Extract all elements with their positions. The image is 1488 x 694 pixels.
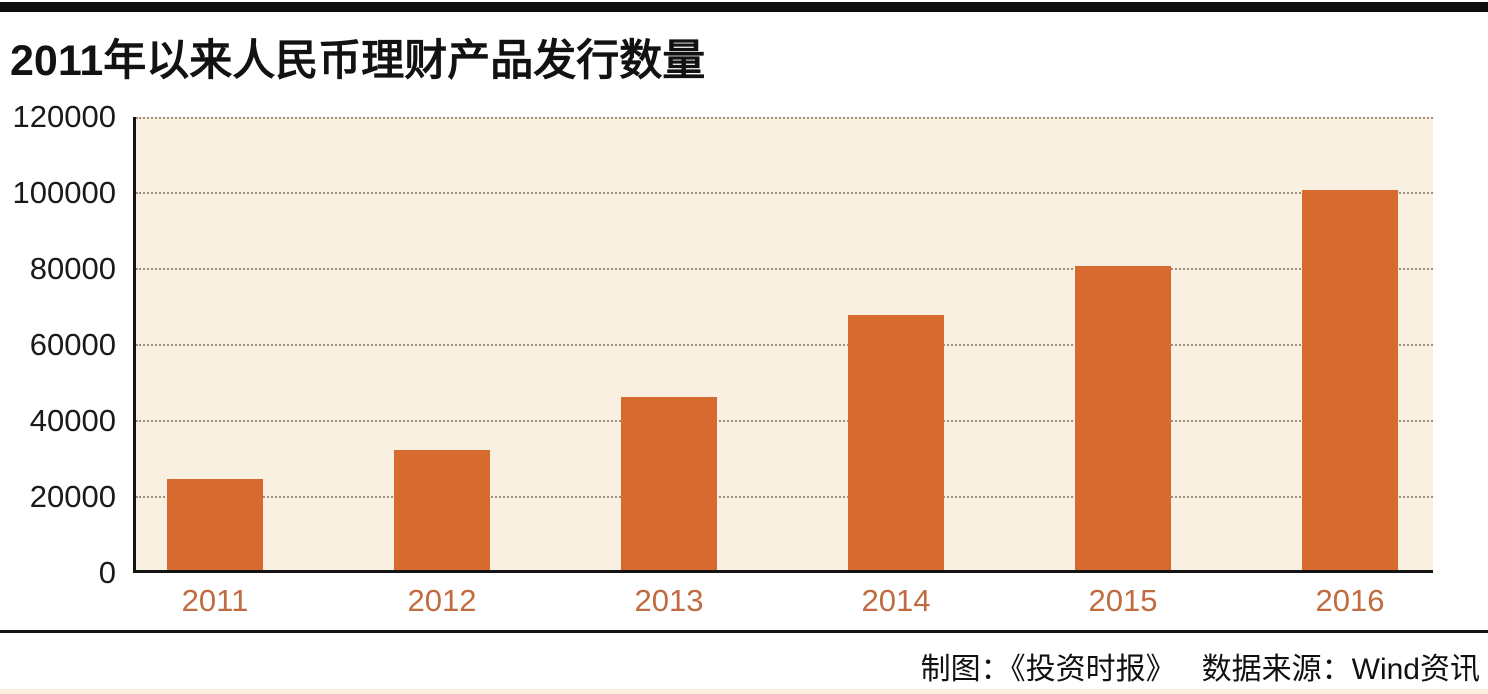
y-tick-label-0: 0 [98,555,116,590]
gridline-100000 [136,192,1433,194]
x-tick-label-2014: 2014 [861,583,931,618]
plot-area [133,117,1433,573]
gridline-40000 [136,420,1433,422]
bar-2015 [1075,266,1171,570]
top-accent-bar [0,2,1488,12]
gridline-120000 [136,117,1433,119]
bar-2011 [167,479,263,570]
chart-title: 2011年以来人民币理财产品发行数量 [10,37,706,85]
x-tick-label-2015: 2015 [1088,583,1158,618]
x-tick-label-2012: 2012 [407,583,477,618]
gridline-20000 [136,496,1433,498]
y-tick-label-120000: 120000 [12,99,116,134]
y-tick-label-80000: 80000 [29,251,116,286]
y-tick-label-40000: 40000 [29,403,116,438]
bar-2014 [848,315,944,570]
x-tick-label-2016: 2016 [1315,583,1385,618]
footer-credit: 制图：《投资时报》 数据来源：Wind资讯 [921,644,1480,688]
x-tick-label-2013: 2013 [634,583,704,618]
y-tick-label-60000: 60000 [29,327,116,362]
bar-2012 [394,450,490,570]
gridline-80000 [136,268,1433,270]
y-tick-label-100000: 100000 [12,175,116,210]
separator-line [0,630,1488,633]
gridline-60000 [136,344,1433,346]
bar-2013 [621,397,717,570]
y-tick-label-20000: 20000 [29,479,116,514]
bottom-accent-band [0,689,1488,694]
x-tick-label-2011: 2011 [181,583,249,618]
source-text: 数据来源：Wind资讯 [1201,653,1480,686]
credit-text: 制图：《投资时报》 [920,653,1176,686]
bar-2016 [1302,190,1398,570]
